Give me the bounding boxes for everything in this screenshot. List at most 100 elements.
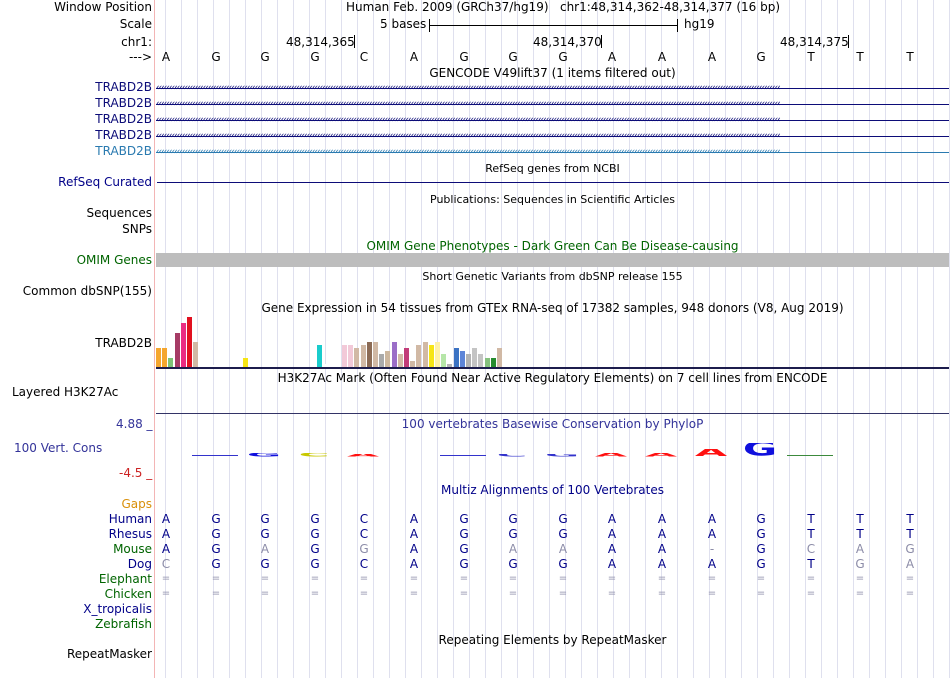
grid-line: [725, 0, 726, 678]
gtex-tissue-bar[interactable]: [361, 345, 366, 367]
gtex-tissue-bar[interactable]: [317, 345, 322, 367]
phylop-label[interactable]: 100 Vert. Cons: [14, 441, 103, 455]
gencode-transcript-label[interactable]: TRABD2B: [95, 96, 152, 110]
publications-sequences-label[interactable]: Sequences: [86, 206, 152, 220]
gtex-tissue-bar[interactable]: [168, 358, 173, 367]
gencode-transcript[interactable]: ‹‹‹‹‹‹‹‹‹‹‹‹‹‹‹‹‹‹‹‹‹‹‹‹‹‹‹‹‹‹‹‹‹‹‹‹‹‹‹‹…: [156, 132, 949, 141]
gtex-tissue-bar[interactable]: [491, 358, 496, 367]
gtex-tissue-bar[interactable]: [367, 342, 372, 367]
multiz-species-label[interactable]: X_tropicalis: [83, 602, 152, 616]
multiz-aligned-base: C: [359, 527, 369, 541]
gtex-tissue-bar[interactable]: [286, 364, 291, 367]
gtex-tissue-bar[interactable]: [280, 365, 285, 367]
gtex-track-title[interactable]: Gene Expression in 54 tissues from GTEx …: [261, 301, 844, 315]
gtex-tissue-bar[interactable]: [385, 351, 390, 367]
gtex-tissue-bar[interactable]: [224, 364, 229, 367]
multiz-species-label[interactable]: Chicken: [104, 587, 152, 601]
gtex-tissue-bar[interactable]: [243, 358, 248, 367]
phylop-score-bar: [787, 455, 833, 456]
gtex-tissue-bar[interactable]: [392, 342, 397, 367]
gtex-tissue-bar[interactable]: [398, 354, 403, 367]
gencode-track-title[interactable]: GENCODE V49lift37 (1 items filtered out): [429, 66, 676, 80]
gtex-bar-chart[interactable]: [156, 315, 536, 367]
gtex-tissue-bar[interactable]: [478, 354, 483, 367]
multiz-species-label[interactable]: Zebrafish: [95, 617, 152, 631]
publications-snps-label[interactable]: SNPs: [122, 222, 152, 236]
sequence-base: T: [807, 50, 815, 64]
gencode-transcript-label[interactable]: TRABD2B: [95, 112, 152, 126]
h3k27ac-label[interactable]: Layered H3K27Ac: [12, 385, 119, 399]
gtex-tissue-bar[interactable]: [460, 351, 465, 367]
refseq-track-title[interactable]: RefSeq genes from NCBI: [485, 162, 620, 175]
refseq-label[interactable]: RefSeq Curated: [58, 175, 152, 189]
gtex-tissue-bar[interactable]: [187, 317, 192, 367]
multiz-species-label[interactable]: Human: [108, 512, 152, 526]
gtex-tissue-bar[interactable]: [429, 345, 434, 367]
omim-track-title[interactable]: OMIM Gene Phenotypes - Dark Green Can Be…: [366, 239, 739, 253]
multiz-aligned-base: G: [359, 542, 369, 556]
gtex-tissue-bar[interactable]: [404, 348, 409, 367]
multiz-aligned-base: A: [905, 557, 915, 571]
gaps-label[interactable]: Gaps: [121, 497, 152, 511]
gtex-tissue-bar[interactable]: [466, 354, 471, 367]
multiz-species-label[interactable]: Rhesus: [108, 527, 152, 541]
gtex-tissue-bar[interactable]: [299, 365, 304, 367]
gtex-tissue-bar[interactable]: [342, 345, 347, 367]
gencode-transcript[interactable]: ‹‹‹‹‹‹‹‹‹‹‹‹‹‹‹‹‹‹‹‹‹‹‹‹‹‹‹‹‹‹‹‹‹‹‹‹‹‹‹‹…: [156, 148, 949, 157]
omim-label[interactable]: OMIM Genes: [76, 253, 152, 267]
gencode-transcript-label[interactable]: TRABD2B: [95, 144, 152, 158]
gtex-tissue-bar[interactable]: [503, 364, 508, 367]
gtex-tissue-bar[interactable]: [212, 365, 217, 367]
multiz-species-label[interactable]: Mouse: [113, 542, 152, 556]
h3k27ac-track-title[interactable]: H3K27Ac Mark (Often Found Near Active Re…: [277, 371, 828, 385]
repeatmasker-label[interactable]: RepeatMasker: [66, 647, 152, 661]
gtex-tissue-bar[interactable]: [423, 342, 428, 367]
gtex-tissue-bar[interactable]: [410, 361, 415, 367]
gencode-transcript-label[interactable]: TRABD2B: [95, 128, 152, 142]
gencode-transcript[interactable]: ‹‹‹‹‹‹‹‹‹‹‹‹‹‹‹‹‹‹‹‹‹‹‹‹‹‹‹‹‹‹‹‹‹‹‹‹‹‹‹‹…: [156, 116, 949, 125]
gtex-tissue-bar[interactable]: [416, 345, 421, 367]
gtex-tissue-bar[interactable]: [255, 365, 260, 367]
publications-track-title[interactable]: Publications: Sequences in Scientific Ar…: [430, 193, 675, 206]
dbsnp-track-title[interactable]: Short Genetic Variants from dbSNP releas…: [422, 270, 683, 283]
dbsnp-label[interactable]: Common dbSNP(155): [22, 284, 152, 298]
multiz-aligned-base: A: [161, 512, 171, 526]
gencode-transcript[interactable]: ‹‹‹‹‹‹‹‹‹‹‹‹‹‹‹‹‹‹‹‹‹‹‹‹‹‹‹‹‹‹‹‹‹‹‹‹‹‹‹‹…: [156, 84, 949, 93]
gtex-tissue-bar[interactable]: [348, 345, 353, 367]
gtex-tissue-bar[interactable]: [379, 354, 384, 367]
multiz-aligned-base: G: [558, 557, 568, 571]
refseq-gene-line[interactable]: [157, 182, 949, 183]
multiz-aligned-base: =: [310, 588, 320, 599]
gencode-transcript[interactable]: ‹‹‹‹‹‹‹‹‹‹‹‹‹‹‹‹‹‹‹‹‹‹‹‹‹‹‹‹‹‹‹‹‹‹‹‹‹‹‹‹…: [156, 100, 949, 109]
gtex-tissue-bar[interactable]: [441, 354, 446, 367]
gtex-tissue-bar[interactable]: [336, 365, 341, 367]
gtex-tissue-bar[interactable]: [485, 358, 490, 367]
grid-line: [325, 0, 326, 678]
repeatmasker-track-title[interactable]: Repeating Elements by RepeatMasker: [438, 633, 667, 647]
gtex-tissue-bar[interactable]: [175, 333, 180, 367]
gtex-tissue-bar[interactable]: [193, 342, 198, 367]
phylop-score-bar: [192, 455, 238, 456]
multiz-species-label[interactable]: Elephant: [98, 572, 152, 586]
gtex-tissue-bar[interactable]: [472, 348, 477, 367]
multiz-species-label[interactable]: Dog: [127, 557, 152, 571]
gtex-label[interactable]: TRABD2B: [95, 336, 152, 350]
gtex-tissue-bar[interactable]: [354, 348, 359, 367]
sequence-base: G: [260, 50, 270, 64]
gtex-tissue-bar[interactable]: [181, 323, 186, 367]
gtex-tissue-bar[interactable]: [373, 342, 378, 367]
assembly-title[interactable]: Human Feb. 2009 (GRCh37/hg19) chr1:48,31…: [346, 0, 780, 14]
gtex-tissue-bar[interactable]: [447, 364, 452, 367]
multiz-track-title[interactable]: Multiz Alignments of 100 Vertebrates: [440, 483, 665, 497]
phylop-track-title[interactable]: 100 vertebrates Basewise Conservation by…: [401, 417, 704, 431]
gtex-tissue-bar[interactable]: [435, 342, 440, 367]
gtex-tissue-bar[interactable]: [156, 348, 161, 367]
gencode-transcript-label[interactable]: TRABD2B: [95, 80, 152, 94]
gtex-tissue-bar[interactable]: [162, 348, 167, 367]
gtex-tissue-bar[interactable]: [454, 348, 459, 367]
gtex-tissue-bar[interactable]: [497, 348, 502, 367]
gtex-tissue-bar[interactable]: [230, 365, 235, 367]
omim-feature[interactable]: [156, 253, 949, 267]
multiz-aligned-base: =: [211, 573, 221, 584]
gtex-tissue-bar[interactable]: [323, 364, 328, 367]
